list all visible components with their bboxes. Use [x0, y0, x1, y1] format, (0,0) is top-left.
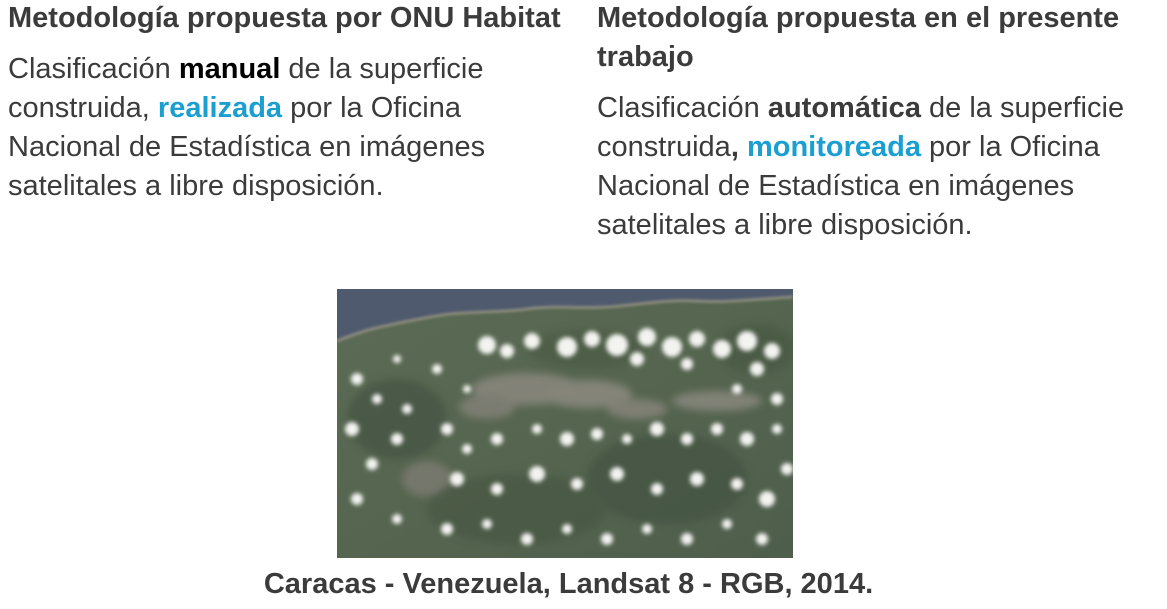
image-caption: Caracas - Venezuela, Landsat 8 - RGB, 20…: [263, 568, 874, 600]
left-column-title: Metodología propuesta por ONU Habitat: [8, 2, 561, 34]
left-column: Metodología propuesta por ONU Habitat Cl…: [8, 0, 568, 206]
left-text-accent: realizada: [157, 92, 283, 124]
left-text-part-1: Clasificación: [8, 53, 179, 85]
right-text-space: [739, 131, 747, 163]
right-column: Metodología propuesta en el presente tra…: [597, 0, 1157, 245]
right-column-text: Clasificación automática de la superfici…: [597, 89, 1157, 245]
right-text-part-1: Clasificación: [597, 92, 768, 124]
right-text-part-2: de la superficie construida: [597, 92, 1125, 163]
left-text-part-3: por la Oficina Nacional de Estadística e…: [8, 92, 486, 202]
right-text-comma: ,: [730, 131, 739, 163]
satellite-image-caracas: [337, 289, 793, 558]
left-column-text: Clasificación manual de la superficie co…: [8, 50, 568, 206]
right-text-part-3: por la Oficina Nacional de Estadística e…: [597, 131, 1100, 241]
left-text-part-2: de la superficie construida,: [8, 53, 484, 124]
right-text-accent: monitoreada: [746, 131, 921, 163]
right-column-title: Metodología propuesta en el presente tra…: [597, 2, 1120, 73]
left-text-emphasis: manual: [178, 53, 281, 85]
right-text-emphasis: automática: [767, 92, 921, 124]
